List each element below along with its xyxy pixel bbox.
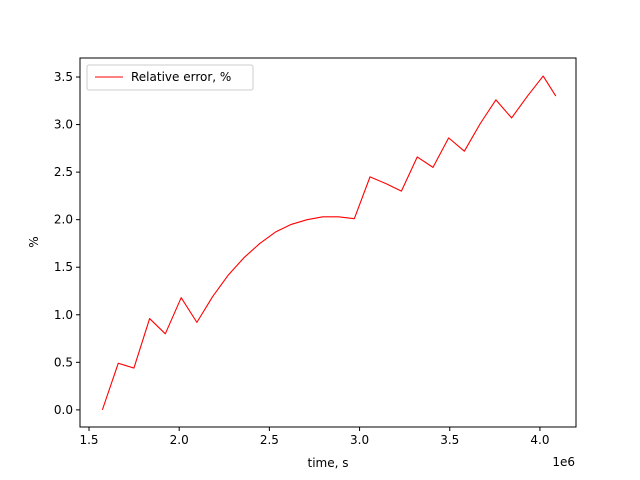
y-tick-label: 1.5: [54, 260, 73, 274]
plot-frame: [79, 57, 577, 428]
x-tick-label: 3.5: [440, 433, 459, 447]
x-axis-offset-label: 1e6: [552, 455, 575, 469]
x-axis: 1.5 2.0 2.5 3.0 3.5 4.0: [79, 427, 549, 447]
x-tick-label: 3.0: [350, 433, 369, 447]
legend: Relative error, %: [86, 64, 254, 91]
x-axis-label: time, s: [308, 456, 349, 470]
y-tick-label: 2.0: [54, 213, 73, 227]
series-line-relative-error: [101, 75, 557, 411]
y-tick-label: 0.5: [54, 355, 73, 369]
series-layer: [101, 75, 557, 411]
y-tick-label: 3.5: [54, 70, 73, 84]
x-tick-label: 1.5: [79, 433, 98, 447]
y-tick-label: 1.0: [54, 308, 73, 322]
y-axis-label: %: [27, 236, 41, 247]
y-tick-label: 2.5: [54, 165, 73, 179]
legend-box: [86, 64, 254, 91]
x-tick-label: 4.0: [530, 433, 549, 447]
y-axis: 0.0 0.5 1.0 1.5 2.0 2.5 3.0 3.5: [54, 70, 80, 417]
x-tick-label: 2.0: [170, 433, 189, 447]
legend-label: Relative error, %: [131, 70, 231, 84]
y-tick-label: 0.0: [54, 403, 73, 417]
x-tick-label: 2.5: [260, 433, 279, 447]
y-tick-label: 3.0: [54, 118, 73, 132]
